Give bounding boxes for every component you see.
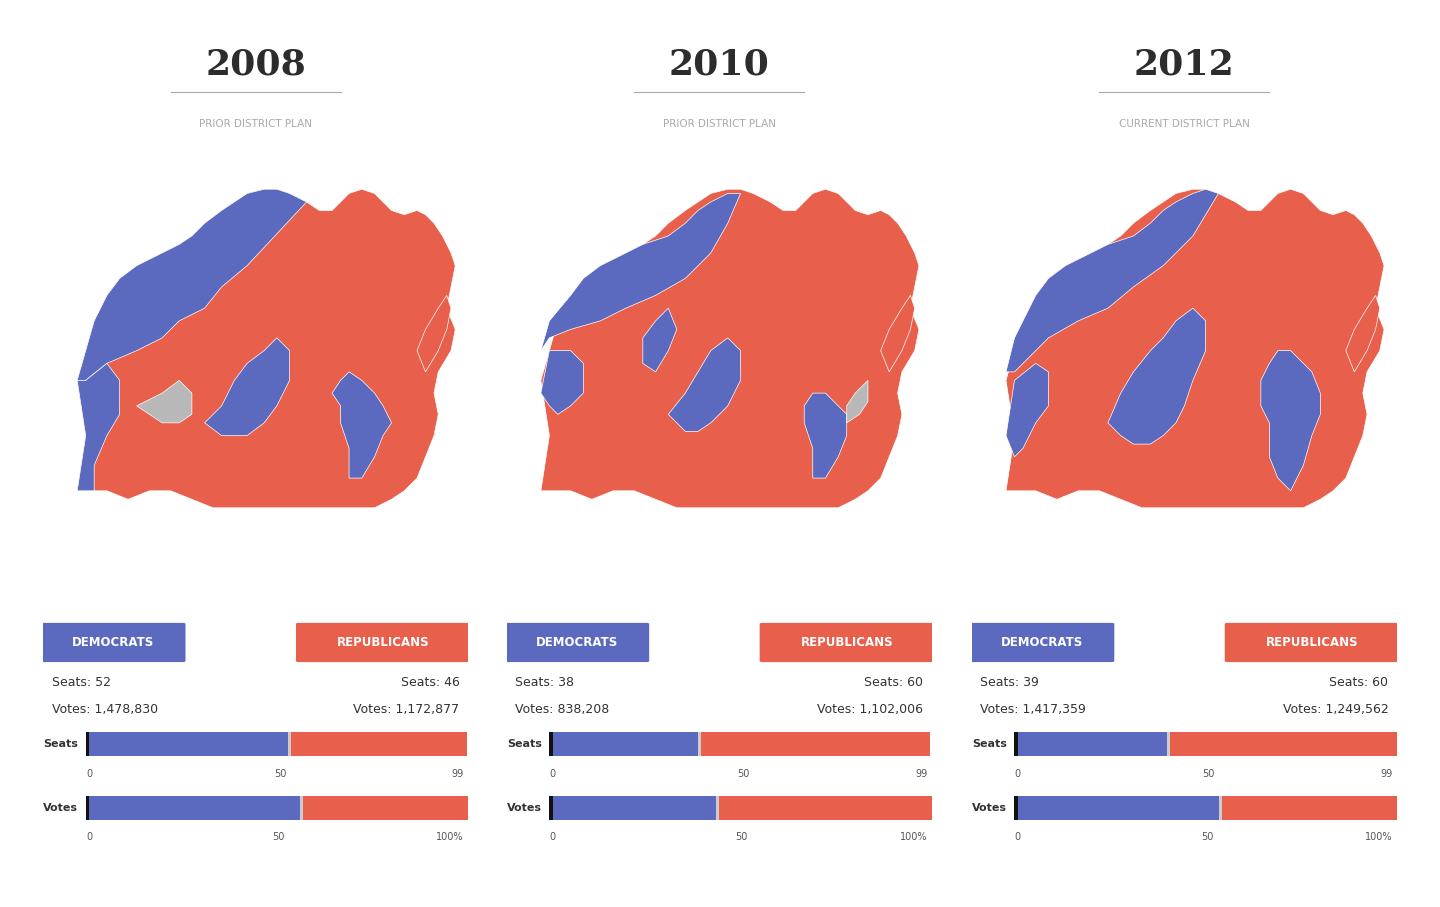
FancyBboxPatch shape	[297, 623, 469, 662]
Polygon shape	[847, 380, 868, 423]
Text: Seats: 60: Seats: 60	[1329, 677, 1388, 689]
Bar	[89, 795, 300, 820]
Text: 2010: 2010	[668, 48, 770, 82]
Polygon shape	[78, 190, 307, 380]
Bar	[1018, 795, 1218, 820]
Text: 0: 0	[550, 833, 556, 843]
Text: 50: 50	[736, 833, 747, 843]
Text: 50: 50	[1201, 833, 1212, 843]
Text: 0: 0	[1015, 833, 1021, 843]
Text: 0: 0	[86, 833, 92, 843]
Text: 100%: 100%	[436, 833, 464, 843]
Text: Votes: 1,417,359: Votes: 1,417,359	[981, 703, 1086, 717]
Polygon shape	[1261, 351, 1320, 491]
Polygon shape	[204, 338, 289, 435]
Bar	[1166, 732, 1171, 756]
Text: 99: 99	[452, 768, 464, 778]
Bar	[300, 795, 304, 820]
Text: Votes: Votes	[972, 803, 1007, 813]
FancyBboxPatch shape	[505, 623, 649, 662]
Polygon shape	[418, 296, 451, 372]
Text: 100%: 100%	[900, 833, 927, 843]
Polygon shape	[137, 380, 192, 423]
Text: 50: 50	[1202, 768, 1215, 778]
Polygon shape	[78, 190, 455, 508]
Bar	[701, 732, 930, 756]
Text: Votes: 1,249,562: Votes: 1,249,562	[1283, 703, 1388, 717]
Text: Seats: 39: Seats: 39	[981, 677, 1040, 689]
Polygon shape	[1107, 308, 1205, 444]
Text: Votes: 1,102,006: Votes: 1,102,006	[816, 703, 923, 717]
FancyBboxPatch shape	[760, 623, 933, 662]
Polygon shape	[1007, 190, 1218, 372]
Bar	[1018, 732, 1166, 756]
Text: 100%: 100%	[1365, 833, 1392, 843]
FancyBboxPatch shape	[42, 623, 186, 662]
Polygon shape	[881, 296, 914, 372]
Text: REPUBLICANS: REPUBLICANS	[1266, 636, 1358, 649]
Polygon shape	[1007, 364, 1048, 457]
Polygon shape	[541, 190, 919, 508]
Text: 0: 0	[86, 768, 92, 778]
Text: Seats: 52: Seats: 52	[52, 677, 111, 689]
Text: Votes: 838,208: Votes: 838,208	[516, 703, 609, 717]
Text: PRIOR DISTRICT PLAN: PRIOR DISTRICT PLAN	[662, 119, 776, 129]
Text: Seats: 46: Seats: 46	[400, 677, 459, 689]
Text: Votes: Votes	[43, 803, 78, 813]
Bar	[698, 732, 701, 756]
Text: 50: 50	[272, 833, 284, 843]
Bar	[550, 795, 553, 820]
Bar	[553, 795, 716, 820]
FancyBboxPatch shape	[971, 623, 1115, 662]
Text: Seats: Seats	[972, 739, 1007, 749]
FancyBboxPatch shape	[1225, 623, 1398, 662]
Bar	[1015, 732, 1018, 756]
Polygon shape	[541, 193, 740, 351]
Text: Votes: 1,478,830: Votes: 1,478,830	[52, 703, 158, 717]
Polygon shape	[1007, 190, 1384, 508]
Polygon shape	[642, 308, 677, 372]
Bar	[1218, 795, 1223, 820]
Bar	[553, 732, 698, 756]
Bar	[89, 732, 288, 756]
Text: Seats: 38: Seats: 38	[516, 677, 575, 689]
Text: 99: 99	[1381, 768, 1392, 778]
Text: DEMOCRATS: DEMOCRATS	[1001, 636, 1083, 649]
Text: 0: 0	[550, 768, 556, 778]
Text: 50: 50	[274, 768, 287, 778]
Polygon shape	[804, 393, 847, 478]
Polygon shape	[541, 351, 583, 414]
Text: REPUBLICANS: REPUBLICANS	[337, 636, 429, 649]
Bar	[86, 732, 89, 756]
Polygon shape	[333, 372, 392, 478]
Bar	[1171, 732, 1400, 756]
Bar	[288, 732, 291, 756]
Text: CURRENT DISTRICT PLAN: CURRENT DISTRICT PLAN	[1119, 119, 1250, 129]
Bar	[291, 732, 467, 756]
Bar	[1015, 795, 1018, 820]
Bar	[720, 795, 935, 820]
Bar	[1223, 795, 1400, 820]
Text: Seats: 60: Seats: 60	[864, 677, 923, 689]
Text: 2012: 2012	[1135, 48, 1234, 82]
Polygon shape	[1346, 296, 1380, 372]
Bar	[550, 732, 553, 756]
Bar	[304, 795, 471, 820]
Polygon shape	[668, 338, 740, 432]
Text: 0: 0	[1015, 768, 1021, 778]
Polygon shape	[78, 364, 120, 491]
Text: Seats: Seats	[43, 739, 78, 749]
Text: 99: 99	[916, 768, 927, 778]
Text: 50: 50	[737, 768, 750, 778]
Bar	[86, 795, 89, 820]
Text: PRIOR DISTRICT PLAN: PRIOR DISTRICT PLAN	[199, 119, 312, 129]
Text: Votes: 1,172,877: Votes: 1,172,877	[353, 703, 459, 717]
Text: 2008: 2008	[206, 48, 305, 82]
Text: Votes: Votes	[507, 803, 541, 813]
Bar	[716, 795, 720, 820]
Text: DEMOCRATS: DEMOCRATS	[72, 636, 154, 649]
Text: REPUBLICANS: REPUBLICANS	[801, 636, 893, 649]
Text: DEMOCRATS: DEMOCRATS	[536, 636, 618, 649]
Text: Seats: Seats	[507, 739, 541, 749]
